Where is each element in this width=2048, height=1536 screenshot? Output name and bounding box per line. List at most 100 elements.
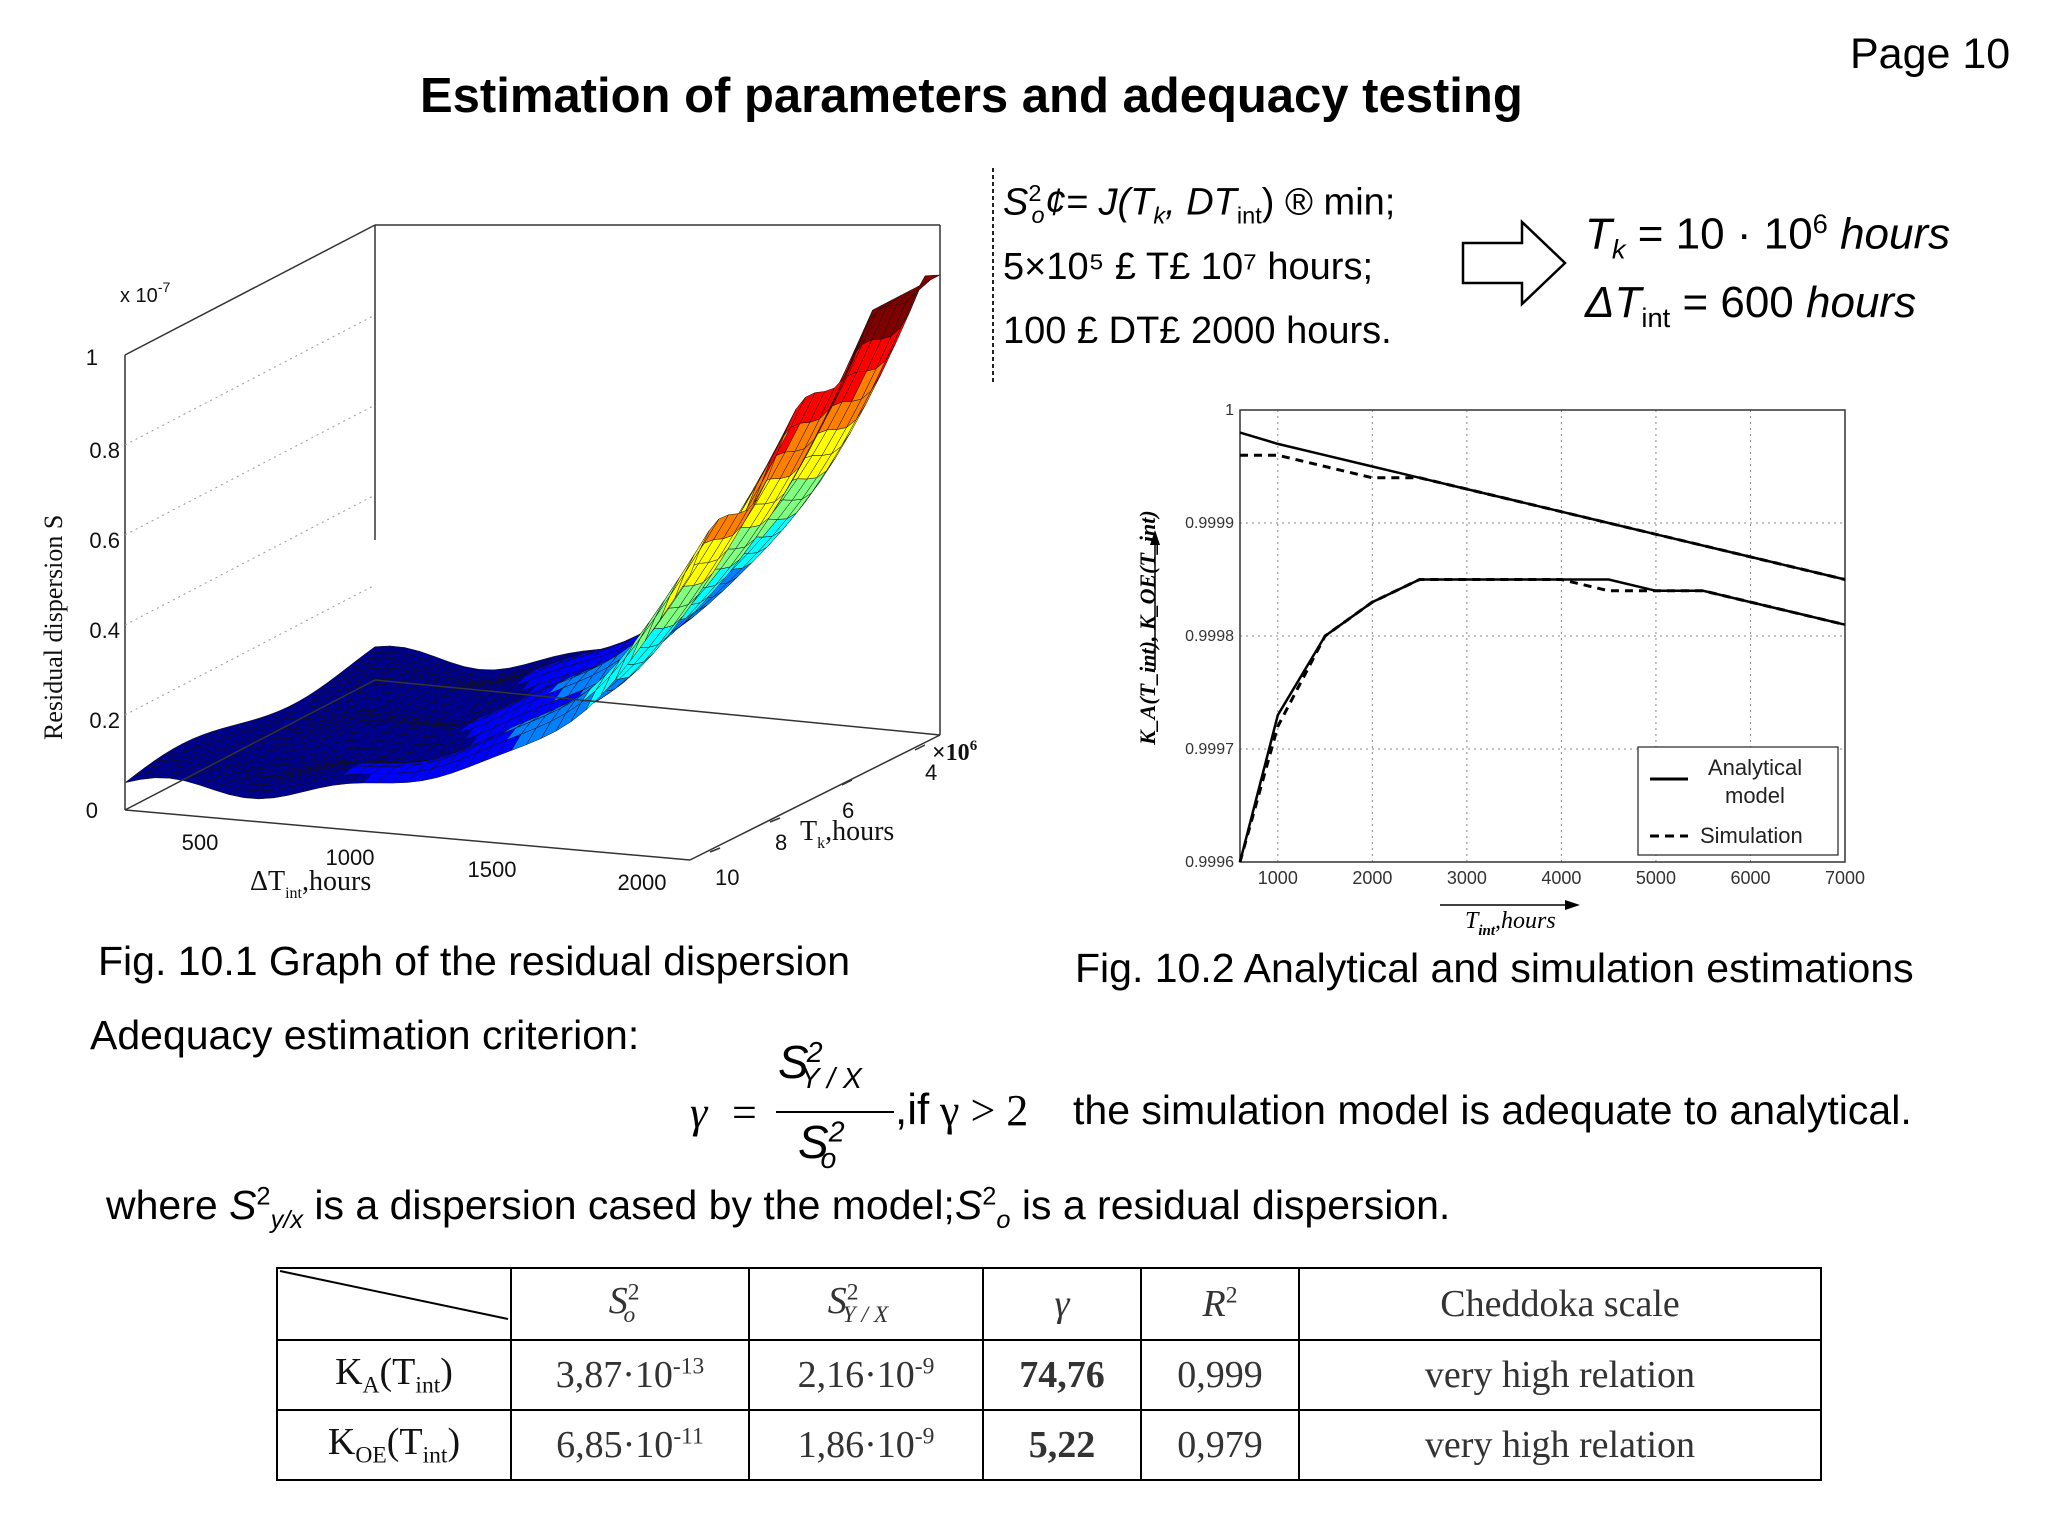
condition-if: ,if (895, 1085, 930, 1134)
x-tick: 1500 (468, 857, 517, 882)
results-table: S2o S2Y / X γ R2 Cheddoka scale KA(Tint)… (276, 1267, 1822, 1481)
z-tick: 1 (86, 345, 98, 370)
legend-simulation-label: Simulation (1700, 823, 1803, 848)
y-tick: 4 (925, 760, 937, 785)
z-tick-labels: 0 0.2 0.4 0.6 0.8 1 (86, 345, 120, 823)
table-corner-cell (276, 1267, 512, 1341)
x-tick: 1000 (1258, 868, 1298, 888)
y-tick-labels: 0.9996 0.9997 0.9998 0.9999 1 (1185, 402, 1234, 871)
brace-icon (992, 168, 994, 383)
x-tick: 4000 (1541, 868, 1581, 888)
x-tick: 1000 (326, 845, 375, 870)
z-tick: 0.2 (89, 708, 120, 733)
y-tick: 10 (715, 865, 739, 890)
x-axis-arrowhead (1565, 900, 1580, 910)
inequality: γ > 2 (940, 1086, 1029, 1135)
table-row: KA(Tint) 3,87·10-13 2,16·10-9 74,76 0,99… (276, 1339, 1822, 1411)
chart-series (1238, 431, 1846, 863)
x-axis-label: ΔTint,hours (250, 866, 371, 902)
table-header-cell: γ (982, 1267, 1142, 1341)
row-label: KOE(Tint) (276, 1409, 512, 1481)
y-tick: 0.9999 (1185, 515, 1234, 532)
diagonal-line (279, 1270, 509, 1320)
row-label: KA(Tint) (276, 1339, 512, 1411)
table-header-cell: Cheddoka scale (1298, 1267, 1822, 1341)
simulation-line (1240, 453, 1846, 581)
y-tick: 8 (775, 830, 787, 855)
z-tick: 0.6 (89, 528, 120, 553)
table-cell-syx: 1,86·10-9 (748, 1409, 984, 1481)
estimation-line-chart: 0.9996 0.9997 0.9998 0.9999 1 1000 2000 3000 40… (1110, 395, 1890, 945)
optimal-parameters: Tk = 10 · 106 hours ΔTint = 600 hours (1585, 208, 1950, 348)
table-cell-s0: 6,85·10-11 (510, 1409, 750, 1481)
x-tick: 3000 (1447, 868, 1487, 888)
plot-area (1239, 409, 1846, 863)
adequacy-formula: γ = S2Y / X S2o ,if γ > 2 the simulation… (690, 1035, 2030, 1175)
equals-sign: = (732, 1088, 757, 1137)
z-multiplier: x 10-7 (120, 279, 170, 307)
x-tick-labels: 500 1000 1500 2000 (182, 830, 667, 895)
table-cell-scale: very high relation (1298, 1339, 1822, 1411)
table-cell-r2: 0,979 (1140, 1409, 1300, 1481)
legend-analytical-label-2: model (1725, 783, 1785, 808)
table-header-cell: S2Y / X (748, 1267, 984, 1341)
criterion-conclusion: the simulation model is adequate to anal… (1073, 1087, 1912, 1133)
z-tick: 0.4 (89, 618, 120, 643)
y-axis-label: Tk,hours (800, 816, 894, 852)
simulation-line (1238, 578, 1846, 863)
criterion-label: Adequacy estimation criterion: (90, 1012, 640, 1058)
legend-analytical-label: Analytical (1708, 755, 1802, 780)
condition-objective: S2o¢= J(Tk, DTint) ® min; (1003, 180, 1396, 229)
condition-tk-range: 5×10⁵ £ T£ 10⁷ hours; (1003, 246, 1373, 288)
denominator: S2o (798, 1116, 845, 1176)
x-tick-labels: 1000 2000 3000 4000 5000 6000 7000 (1258, 868, 1865, 888)
x-tick: 500 (182, 830, 219, 855)
optimization-conditions: S2o¢= J(Tk, DTint) ® min; 5×10⁵ £ T£ 10⁷… (985, 168, 1455, 388)
y-multiplier: ×106 (932, 738, 978, 766)
numerator: S2Y / X (778, 1036, 862, 1096)
table-cell-r2: 0,999 (1140, 1339, 1300, 1411)
x-tick: 2000 (1352, 868, 1392, 888)
residual-dispersion-surface-plot: 0 0.2 0.4 0.6 0.8 1 x 10-7 Residual disp… (20, 200, 1020, 920)
page-number: Page 10 (1850, 30, 2011, 78)
y-tick-marks (709, 744, 926, 853)
table-header-cell: S2o (510, 1267, 750, 1341)
y-tick: 0.9996 (1185, 854, 1234, 871)
plot-gridlines (124, 314, 376, 716)
chart-legend: Analytical model Simulation (1637, 746, 1839, 856)
plot-box (124, 224, 941, 861)
table-header-cell: R2 (1140, 1267, 1300, 1341)
z-axis-label: Residual dispersion S (39, 515, 68, 740)
z-tick: 0 (86, 798, 98, 823)
x-tick: 5000 (1636, 868, 1676, 888)
x-axis-label: Tint,hours (1465, 908, 1556, 939)
optimal-tk: Tk = 10 · 106 hours (1585, 208, 1951, 265)
y-tick: 6 (842, 798, 854, 823)
where-explanation: where S2y/x is a dispersion cased by the… (106, 1182, 1451, 1235)
x-tick: 6000 (1730, 868, 1770, 888)
table-cell-gamma: 74,76 (982, 1339, 1142, 1411)
y-axis-label: K_A(T_int), K_OE(T_int) (1135, 510, 1160, 746)
table-cell-s0: 3,87·10-13 (510, 1339, 750, 1411)
y-axis-arrowhead (1150, 530, 1160, 545)
y-tick-labels: 4 6 8 10 (715, 760, 937, 890)
fig1-caption: Fig. 10.1 Graph of the residual dispersi… (98, 938, 851, 984)
fraction-bar (776, 1111, 894, 1113)
y-tick: 1 (1225, 402, 1234, 419)
arrow-right-icon (1461, 219, 1567, 307)
page-title: Estimation of parameters and adequacy te… (420, 69, 1523, 123)
surface-mesh (124, 274, 941, 800)
table-cell-syx: 2,16·10-9 (748, 1339, 984, 1411)
y-tick: 0.9998 (1185, 628, 1234, 645)
table-row: KOE(Tint) 6,85·10-11 1,86·10-9 5,22 0,97… (276, 1409, 1822, 1481)
table-cell-gamma: 5,22 (982, 1409, 1142, 1481)
y-tick: 0.9997 (1185, 741, 1234, 758)
x-tick: 7000 (1825, 868, 1865, 888)
table-cell-scale: very high relation (1298, 1409, 1822, 1481)
x-tick: 2000 (618, 870, 667, 895)
optimal-tint: ΔTint = 600 hours (1585, 278, 1917, 333)
gamma-symbol: γ (690, 1088, 708, 1137)
fig2-caption: Fig. 10.2 Analytical and simulation esti… (1075, 945, 1914, 991)
z-tick: 0.8 (89, 438, 120, 463)
condition-tint-range: 100 £ DT£ 2000 hours. (1003, 310, 1392, 352)
